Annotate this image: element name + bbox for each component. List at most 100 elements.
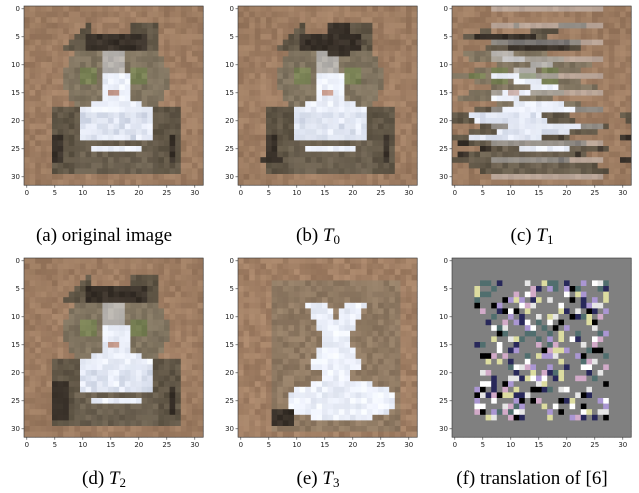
- x-tick-label: 15: [534, 189, 543, 197]
- image-frame: [23, 5, 204, 186]
- pixel-grid: [452, 258, 632, 438]
- y-tick-label: 15: [225, 341, 234, 349]
- x-tick-label: 10: [506, 189, 515, 197]
- x-tick-label: 0: [239, 189, 243, 197]
- caption-e: (e) T3: [218, 468, 418, 491]
- x-tick-label: 20: [348, 189, 357, 197]
- panel-e-image: 0 0 5 5 10 10 15 15 20 20 25 25 30 30: [218, 252, 418, 452]
- y-tick-label: 30: [11, 425, 20, 433]
- y-tick-label: 0: [16, 257, 20, 265]
- caption-e-subscript: 3: [332, 475, 340, 490]
- image-frame: [451, 257, 632, 438]
- y-tick-label: 15: [11, 341, 20, 349]
- panel-d-image: 0 0 5 5 10 10 15 15 20 20 25 25 30 30: [4, 252, 204, 452]
- panel-c-svg: 0 0 5 5 10 10 15 15 20 20 25 25 30 30: [439, 5, 632, 197]
- y-tick-label: 30: [225, 425, 234, 433]
- x-tick-label: 10: [78, 189, 87, 197]
- y-tick-label: 10: [225, 313, 234, 321]
- x-tick-label: 0: [239, 441, 243, 449]
- y-tick-label: 15: [11, 89, 20, 97]
- x-tick-label: 30: [190, 441, 199, 449]
- y-tick-label: 5: [16, 33, 20, 41]
- x-tick-label: 25: [590, 441, 599, 449]
- y-tick-label: 30: [225, 173, 234, 181]
- x-tick-label: 20: [562, 189, 571, 197]
- caption-b: (b) T0: [218, 225, 418, 248]
- image-frame: [451, 5, 632, 186]
- y-tick-label: 20: [11, 369, 20, 377]
- y-tick-label: 5: [444, 285, 448, 293]
- y-tick-label: 15: [439, 89, 448, 97]
- x-tick-label: 15: [320, 441, 329, 449]
- caption-f-label: (f): [456, 468, 476, 489]
- y-tick-label: 30: [439, 173, 448, 181]
- x-tick-label: 0: [25, 189, 29, 197]
- x-tick-label: 0: [453, 189, 457, 197]
- x-tick-label: 5: [53, 189, 57, 197]
- x-tick-label: 15: [106, 189, 115, 197]
- caption-f: (f) translation of [6]: [432, 468, 632, 490]
- x-tick-label: 20: [134, 441, 143, 449]
- x-tick-label: 10: [78, 441, 87, 449]
- x-tick-label: 30: [618, 441, 627, 449]
- caption-d-subscript: 2: [119, 475, 126, 490]
- x-tick-label: 15: [320, 189, 329, 197]
- x-tick-label: 30: [404, 189, 413, 197]
- y-tick-label: 0: [444, 5, 448, 13]
- x-tick-label: 5: [481, 189, 485, 197]
- y-tick-label: 20: [225, 117, 234, 125]
- caption-e-label: (e): [296, 468, 318, 489]
- panel-b-image: 0 0 5 5 10 10 15 15 20 20 25 25 30 30: [218, 0, 418, 200]
- y-tick-label: 20: [439, 369, 448, 377]
- x-tick-label: 25: [376, 441, 385, 449]
- x-tick-label: 25: [590, 189, 599, 197]
- x-tick-label: 5: [481, 441, 485, 449]
- panel-f-svg: 0 0 5 5 10 10 15 15 20 20 25 25 30 30: [439, 257, 632, 449]
- x-tick-label: 15: [106, 441, 115, 449]
- x-tick-label: 0: [25, 441, 29, 449]
- x-tick-label: 0: [453, 441, 457, 449]
- y-tick-label: 10: [11, 61, 20, 69]
- pixel-grid: [238, 258, 418, 438]
- x-tick-label: 15: [534, 441, 543, 449]
- image-frame: [237, 257, 418, 438]
- y-tick-label: 5: [444, 33, 448, 41]
- y-tick-label: 25: [11, 145, 20, 153]
- y-tick-label: 0: [16, 5, 20, 13]
- y-tick-label: 5: [230, 285, 234, 293]
- caption-e-symbol: T: [322, 468, 333, 489]
- pixel-grid: [24, 258, 204, 438]
- caption-a-label: (a): [35, 225, 58, 246]
- x-tick-label: 25: [162, 441, 171, 449]
- caption-c: (c) T1: [432, 225, 632, 248]
- x-tick-label: 20: [134, 189, 143, 197]
- caption-b-label: (b): [296, 225, 319, 246]
- y-tick-label: 30: [11, 173, 20, 181]
- x-tick-label: 20: [348, 441, 357, 449]
- y-tick-label: 0: [444, 257, 448, 265]
- caption-d-symbol: T: [108, 468, 120, 489]
- x-tick-label: 30: [404, 441, 413, 449]
- caption-b-symbol: T: [322, 225, 334, 246]
- caption-f-text: translation of [6]: [480, 468, 608, 489]
- panel-b-svg: 0 0 5 5 10 10 15 15 20 20 25 25 30 30: [225, 5, 418, 197]
- caption-a: (a) original image: [4, 225, 204, 247]
- x-tick-label: 30: [190, 189, 199, 197]
- x-tick-label: 25: [162, 189, 171, 197]
- image-frame: [23, 257, 204, 438]
- y-tick-label: 20: [11, 117, 20, 125]
- x-tick-label: 25: [376, 189, 385, 197]
- caption-a-text: original image: [61, 225, 173, 246]
- x-tick-label: 5: [53, 441, 57, 449]
- y-tick-label: 15: [225, 89, 234, 97]
- y-tick-label: 10: [439, 313, 448, 321]
- y-tick-label: 5: [16, 285, 20, 293]
- y-tick-label: 10: [11, 313, 20, 321]
- panel-d-svg: 0 0 5 5 10 10 15 15 20 20 25 25 30 30: [11, 257, 204, 449]
- caption-c-symbol: T: [536, 225, 547, 246]
- y-tick-label: 0: [230, 5, 234, 13]
- y-tick-label: 20: [439, 117, 448, 125]
- y-tick-label: 15: [439, 341, 448, 349]
- x-tick-label: 30: [618, 189, 627, 197]
- y-tick-label: 5: [230, 33, 234, 41]
